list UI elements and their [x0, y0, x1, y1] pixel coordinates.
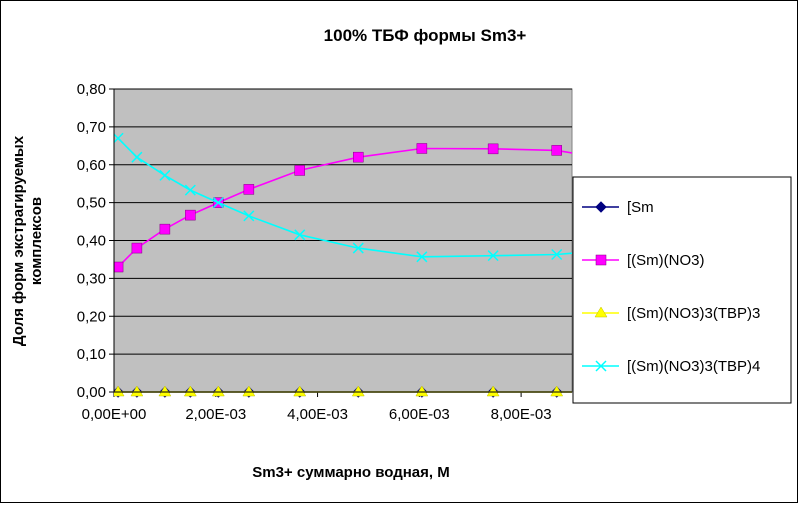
legend-label: [(Sm)(NO3)3(TBP)3: [627, 305, 760, 322]
series-line: [117, 137, 572, 258]
x-tick-label: 4,00E-03: [287, 406, 348, 423]
y-tick-label: 0,60: [77, 157, 106, 174]
data-point: [352, 242, 364, 254]
y-tick-label: 0,00: [77, 384, 106, 401]
data-point: [487, 250, 499, 262]
data-point: [242, 385, 256, 397]
y-tick-label: 0,30: [77, 270, 106, 287]
data-point: [114, 385, 125, 397]
data-point: [211, 385, 225, 397]
data-point: [114, 132, 124, 144]
marker-stroke: [416, 251, 428, 263]
legend-item: [(Sm)(NO3)3(TBP)4: [582, 358, 760, 375]
marker-stroke: [487, 250, 499, 262]
marker-stroke: [595, 360, 607, 372]
x-tick-label: 6,00E-03: [389, 406, 450, 423]
x-axis-label: Sm3+ суммарно водная, М: [252, 464, 449, 481]
marker-stroke: [352, 242, 364, 254]
marker-stroke: [114, 132, 124, 144]
legend-marker: [595, 201, 607, 213]
legend-marker: [595, 360, 607, 372]
legend-label: [Sm: [627, 199, 654, 216]
legend-item: [(Sm)(NO3)3(TBP)3: [582, 305, 760, 322]
data-point: [158, 385, 172, 397]
data-point: [351, 385, 365, 397]
legend-label: [(Sm)(NO3): [627, 252, 705, 269]
series-4: [114, 132, 572, 263]
marker-stroke: [294, 229, 306, 241]
data-point: [415, 385, 429, 397]
legend-item: [Sm: [582, 199, 654, 216]
marker-stroke: [212, 197, 224, 209]
data-point: [550, 385, 564, 397]
data-point: [551, 248, 563, 261]
marker-stroke: [551, 248, 563, 261]
x-tick-labels: 0,00E+00 2,00E-03 4,00E-03 6,00E-03 8,00E-03: [82, 406, 552, 423]
axes: [113, 89, 572, 393]
marker-stroke: [131, 151, 143, 163]
data-point: [293, 385, 307, 397]
legend-label: [(Sm)(NO3)3(TBP)4: [627, 358, 760, 375]
x-tick-label: 2,00E-03: [185, 406, 246, 423]
data-point: [243, 184, 255, 195]
marker-stroke: [184, 184, 196, 196]
y-tick-label: 0,10: [77, 346, 106, 363]
y-tick-label: 0,70: [77, 119, 106, 136]
data-point: [243, 210, 255, 222]
data-point: [486, 385, 500, 397]
chart-title: 100% ТБФ формы Sm3+: [324, 26, 527, 45]
legend: [Sm [(Sm)(NO3) [(Sm)(NO3)3(TBP)3 [(Sm)(NO3)…: [572, 176, 792, 404]
x-tick-label: 8,00E-03: [491, 406, 552, 423]
marker-stroke: [243, 210, 255, 222]
y-tick-label: 0,80: [77, 81, 106, 98]
data-point: [294, 229, 306, 241]
data-point: [551, 145, 562, 156]
y-tick-labels: 0,00 0,10 0,20 0,30 0,40 0,50 0,60 0,70 0,80: [77, 81, 106, 401]
legend-item: [(Sm)(NO3): [582, 252, 705, 269]
y-tick-label: 0,40: [77, 233, 106, 250]
data-point: [159, 223, 171, 235]
data-point: [416, 251, 428, 263]
data-point: [114, 261, 124, 273]
y-tick-label: 0,20: [77, 308, 106, 325]
data-point: [159, 169, 171, 181]
y-axis-label-line2: комплексов: [28, 197, 45, 285]
data-point: [353, 151, 364, 163]
data-point: [212, 197, 224, 209]
x-tick-label: 0,00E+00: [82, 406, 147, 423]
data-point: [131, 242, 143, 254]
data-point: [131, 151, 143, 163]
data-point: [294, 165, 305, 176]
data-point: [416, 143, 428, 154]
legend-marker: [594, 306, 608, 318]
marker-stroke: [159, 169, 171, 181]
series-2: [114, 143, 572, 273]
data-point: [184, 184, 196, 196]
data-point: [130, 385, 144, 397]
data-point: [487, 143, 499, 155]
y-axis-label-line1: Доля форм экстрагируемых: [10, 135, 27, 346]
legend-marker: [595, 254, 607, 266]
data-point: [183, 385, 197, 397]
y-tick-label: 0,50: [77, 195, 106, 212]
data-point: [185, 209, 196, 221]
